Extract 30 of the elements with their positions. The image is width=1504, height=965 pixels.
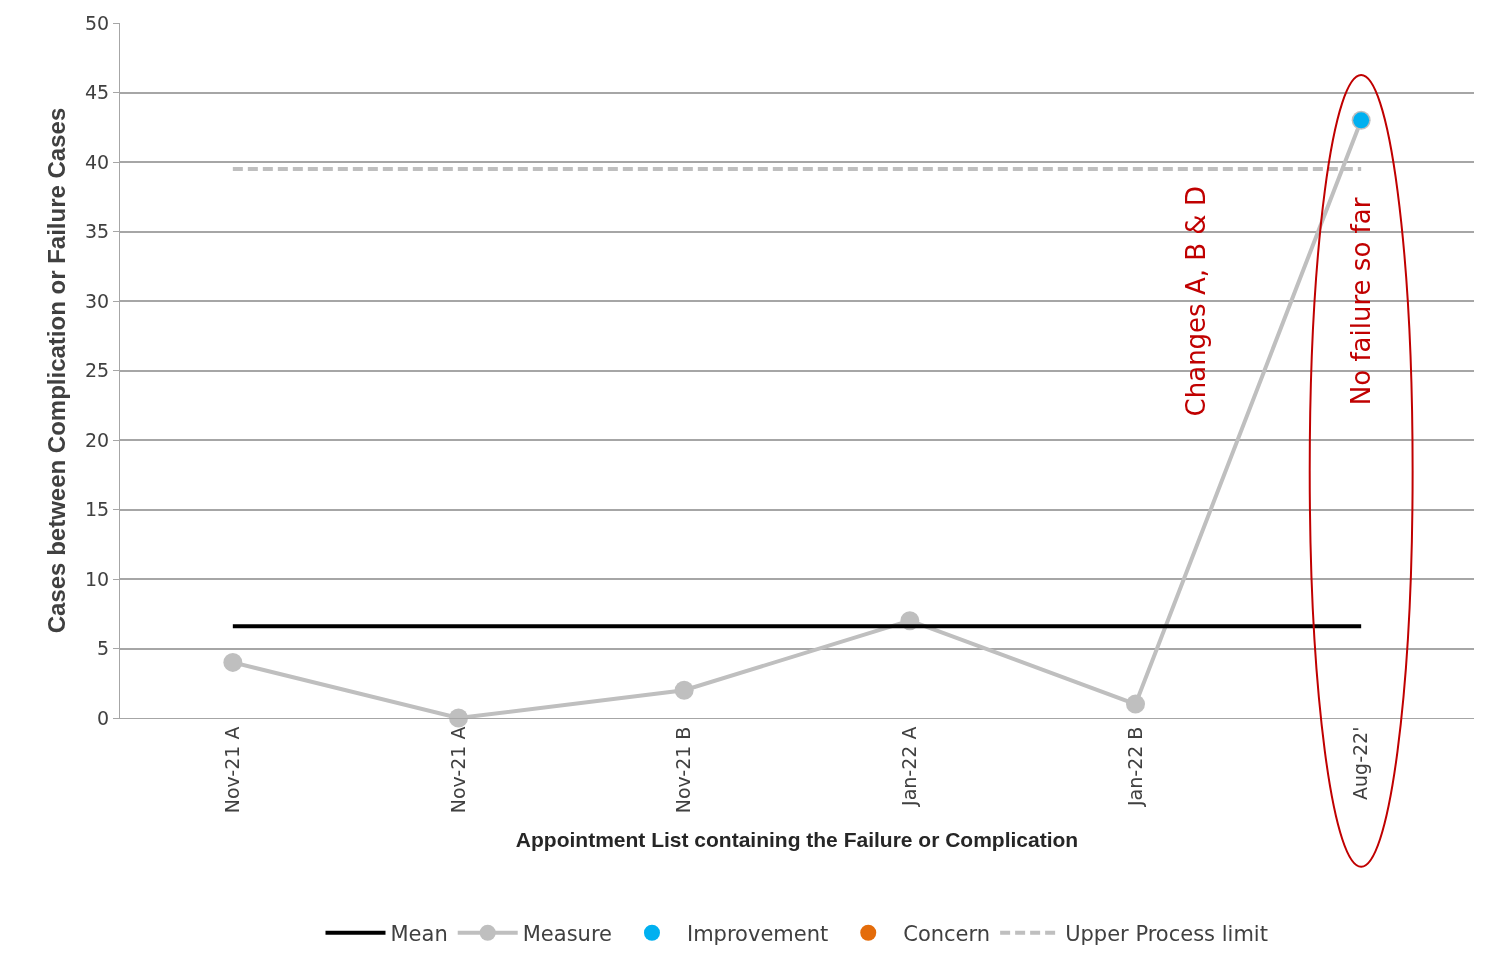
legend-label: Concern <box>903 921 991 946</box>
x-tick-label: Nov-21 B <box>672 726 695 814</box>
annotation: No failure so far <box>1346 197 1377 406</box>
x-tick-label: Nov-21 A <box>446 726 469 814</box>
y-tick-label: 15 <box>85 498 110 521</box>
y-tick-label: 45 <box>85 81 110 104</box>
legend-label: Improvement <box>686 921 829 946</box>
x-tick-label: Nov-21 A <box>221 726 244 814</box>
legend-label: Upper Process limit <box>1065 921 1268 946</box>
x-tick-label: Jan-22 B <box>1123 726 1146 808</box>
y-tick-label: 20 <box>85 428 110 451</box>
y-tick-label: 40 <box>85 150 110 173</box>
point <box>674 680 694 700</box>
y-tick-label: 0 <box>97 706 110 729</box>
legend-label: Measure <box>522 921 612 946</box>
point <box>1126 694 1145 714</box>
y-tick-label: 25 <box>85 359 110 382</box>
y-tick-label: 30 <box>85 289 110 312</box>
x-tick-label: Aug-22' <box>1349 726 1372 800</box>
point <box>449 708 468 728</box>
y-tick-label: 10 <box>85 567 110 590</box>
annotation: Changes A, B & D <box>1181 186 1212 417</box>
legend-label: Mean <box>390 921 448 946</box>
y-tick-label: 5 <box>97 637 110 660</box>
y-tick-label: 35 <box>85 220 110 243</box>
x-tick-label: Jan-22 A <box>898 726 921 807</box>
point <box>223 652 243 672</box>
y-axis-title: Cases between Complication or Failure Cases <box>43 107 71 634</box>
y-tick-label: 50 <box>85 11 110 34</box>
x-axis-title: Appointment List containing the Failure or Complication <box>515 828 1079 852</box>
